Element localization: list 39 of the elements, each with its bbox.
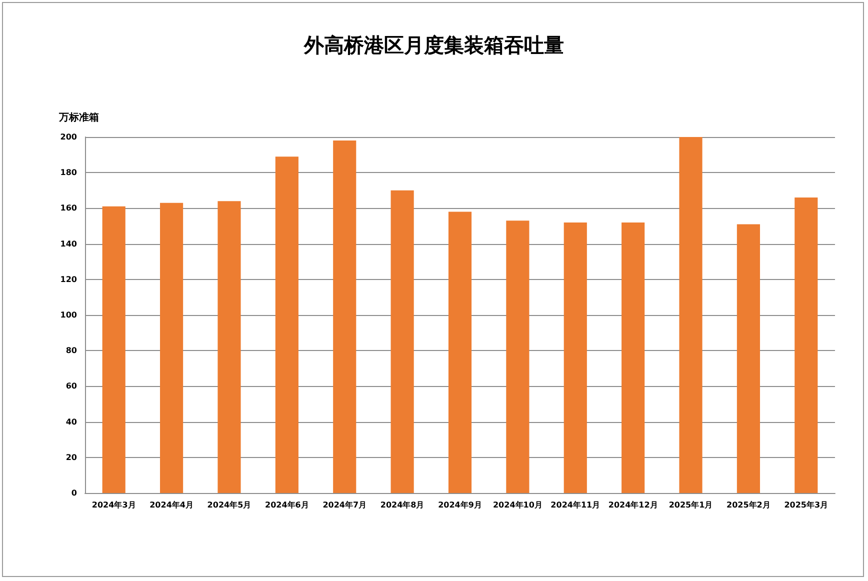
y-tick-label: 200 (60, 132, 78, 142)
x-tick-label: 2024年11月 (550, 500, 600, 510)
x-tick-label: 2025年2月 (726, 500, 770, 510)
x-tick-label: 2024年3月 (92, 500, 136, 510)
x-tick-label: 2024年5月 (207, 500, 252, 510)
bar (160, 202, 184, 493)
x-tick-label: 2024年6月 (265, 500, 309, 510)
bar (564, 222, 587, 493)
x-tick-label: 2024年8月 (380, 500, 424, 510)
y-tick-label: 180 (60, 168, 78, 178)
bar (736, 224, 760, 493)
y-tick-label: 140 (60, 239, 78, 248)
bar (622, 222, 645, 493)
bar (448, 212, 472, 493)
bar (333, 140, 356, 493)
y-tick-label: 100 (60, 310, 78, 320)
y-tick-label: 60 (66, 382, 78, 391)
chart-title: 外高桥港区月度集装箱吞吐量 (303, 33, 564, 57)
bar (102, 206, 126, 493)
x-tick-label: 2024年4月 (150, 500, 194, 510)
x-tick-label: 2024年12月 (608, 500, 658, 510)
bar (390, 190, 414, 493)
bar (794, 198, 818, 493)
x-tick-label: 2024年9月 (438, 500, 482, 510)
y-tick-label: 160 (60, 204, 78, 213)
bar (218, 201, 241, 493)
bar (275, 156, 298, 493)
y-tick-label: 120 (60, 274, 78, 284)
y-tick-label: 20 (66, 452, 78, 462)
x-tick-label: 2025年3月 (784, 500, 828, 510)
x-tick-label: 2024年10月 (492, 500, 542, 510)
bar (506, 220, 530, 493)
y-tick-label: 40 (66, 417, 78, 426)
x-tick-label: 2024年7月 (322, 500, 367, 510)
bar (679, 137, 702, 493)
y-tick-label: 0 (71, 488, 78, 498)
x-tick-label: 2025年1月 (668, 500, 713, 510)
y-tick-label: 80 (66, 346, 78, 356)
y-axis-title: 万标准箱 (58, 112, 99, 124)
